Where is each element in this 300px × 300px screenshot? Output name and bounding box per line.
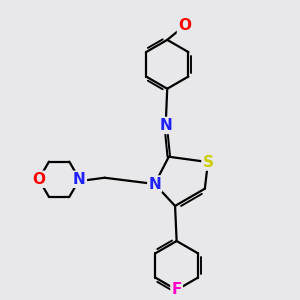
- Text: N: N: [159, 118, 172, 133]
- Text: S: S: [202, 154, 214, 169]
- Text: N: N: [73, 172, 86, 187]
- Text: O: O: [32, 172, 45, 187]
- Text: F: F: [171, 282, 182, 297]
- Text: N: N: [148, 176, 161, 191]
- Text: O: O: [178, 18, 191, 33]
